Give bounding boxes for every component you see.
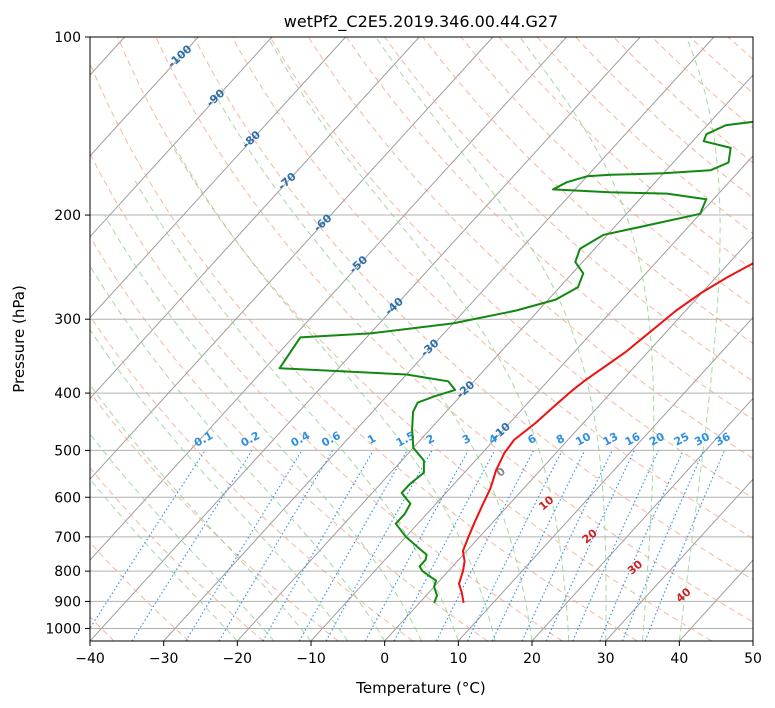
mixing-ratio-line	[467, 450, 563, 641]
mixing-ratio-line	[325, 450, 433, 641]
moist-adiabat-line	[90, 328, 349, 641]
mixing-ratio-line	[572, 450, 660, 641]
mixing-ratio-label: 25	[672, 430, 692, 449]
moist-adiabat-line	[267, 37, 570, 641]
isotherm-line	[531, 397, 753, 641]
mixing-ratio-line	[599, 450, 684, 641]
dry-adiabat-line	[90, 541, 190, 641]
profile-lines	[278, 120, 753, 604]
isotherm-line	[384, 235, 753, 641]
moist-adiabat-line	[134, 180, 459, 641]
y-tick-label: 700	[54, 530, 81, 546]
mixing-ratio-label: 10	[573, 430, 593, 449]
isotherm-line	[605, 478, 753, 641]
moist-adiabat-line	[90, 265, 386, 641]
x-axis-title: Temperature (°C)	[355, 679, 485, 697]
mixing-ratio-line	[364, 450, 469, 641]
y-tick-label: 300	[54, 312, 81, 328]
dry-adiabat-line	[307, 37, 753, 460]
dry-adiabat-line	[231, 37, 753, 540]
x-tick-label: 50	[744, 651, 762, 667]
moist-adiabat-line	[519, 37, 655, 641]
mixing-ratio-line	[435, 450, 535, 641]
isotherm-line	[90, 37, 420, 400]
y-tick-label: 1000	[45, 621, 81, 637]
x-tick-label: −30	[149, 651, 179, 667]
x-tick-label: 20	[523, 651, 541, 667]
dry-adiabat-line	[346, 37, 753, 421]
dry-adiabat-line	[155, 37, 753, 623]
mixing-ratio-label: 30	[692, 430, 712, 449]
dry-adiabat-line	[117, 37, 712, 641]
x-tick-label: −20	[223, 651, 253, 667]
isotherm-line	[90, 37, 641, 641]
mixing-ratio-line	[621, 450, 705, 641]
mixing-ratio-line	[298, 450, 408, 641]
moist-adiabat-line	[214, 94, 533, 641]
isotherm-line	[90, 37, 346, 319]
moist-adiabat-line	[90, 384, 312, 641]
dry-adiabat-line	[193, 37, 753, 581]
isotherm-line	[457, 316, 753, 641]
dry-adiabat-line	[90, 235, 488, 641]
isotherm-line	[90, 37, 567, 561]
isotherm-line	[236, 74, 753, 641]
mixing-ratio-label: 13	[601, 430, 621, 449]
y-tick-label: 100	[54, 30, 81, 46]
y-tick-label: 900	[54, 594, 81, 610]
x-axis-ticks: −40 −30 −20 −10 0 10 20 30 40 50	[75, 641, 762, 667]
isotherm-line	[90, 37, 273, 238]
x-tick-label: −40	[75, 651, 105, 667]
mixing-ratio-line	[90, 450, 206, 630]
moist-adiabat-line	[375, 37, 607, 641]
dry-adiabat-line	[90, 467, 264, 641]
y-tick-label: 200	[54, 208, 81, 224]
mixing-ratio-line	[185, 450, 303, 641]
dewpoint-line	[278, 120, 753, 604]
dry-adiabat-line	[269, 37, 753, 499]
x-tick-label: 0	[380, 651, 389, 667]
temperature-line	[458, 262, 753, 603]
y-axis-ticks: 100 200 300 400 500 600 700 800 900 1000	[45, 30, 90, 637]
moist-adiabat-line	[103, 214, 422, 641]
moist-adiabat-line	[171, 140, 496, 641]
moist-adiabat-line	[90, 433, 275, 641]
mixing-ratio-label: 36	[713, 430, 733, 449]
moist-adiabat-line	[678, 37, 721, 641]
y-tick-label: 500	[54, 443, 81, 459]
x-tick-label: −10	[296, 651, 326, 667]
mixing-ratio-label: 16	[623, 430, 643, 449]
plot-frame	[89, 36, 754, 642]
isotherm-line	[163, 37, 715, 641]
moist-adiabat-line	[90, 478, 238, 641]
y-axis-title: Pressure (hPa)	[10, 285, 28, 393]
x-tick-label: 30	[597, 651, 615, 667]
y-tick-label: 600	[54, 490, 81, 506]
isotherm-line	[90, 37, 494, 481]
dry-adiabat-line	[90, 62, 638, 641]
mixing-ratio-label: 20	[647, 430, 667, 449]
x-tick-label: 40	[670, 651, 688, 667]
y-tick-label: 400	[54, 386, 81, 402]
isotherm-line	[90, 37, 199, 157]
dry-adiabat-line	[90, 152, 563, 641]
mixing-ratio-line	[644, 450, 726, 641]
y-tick-label: 800	[54, 564, 81, 580]
x-tick-label: 10	[449, 651, 467, 667]
chart-title: wetPf2_C2E5.2019.346.00.44.G27	[284, 12, 558, 32]
